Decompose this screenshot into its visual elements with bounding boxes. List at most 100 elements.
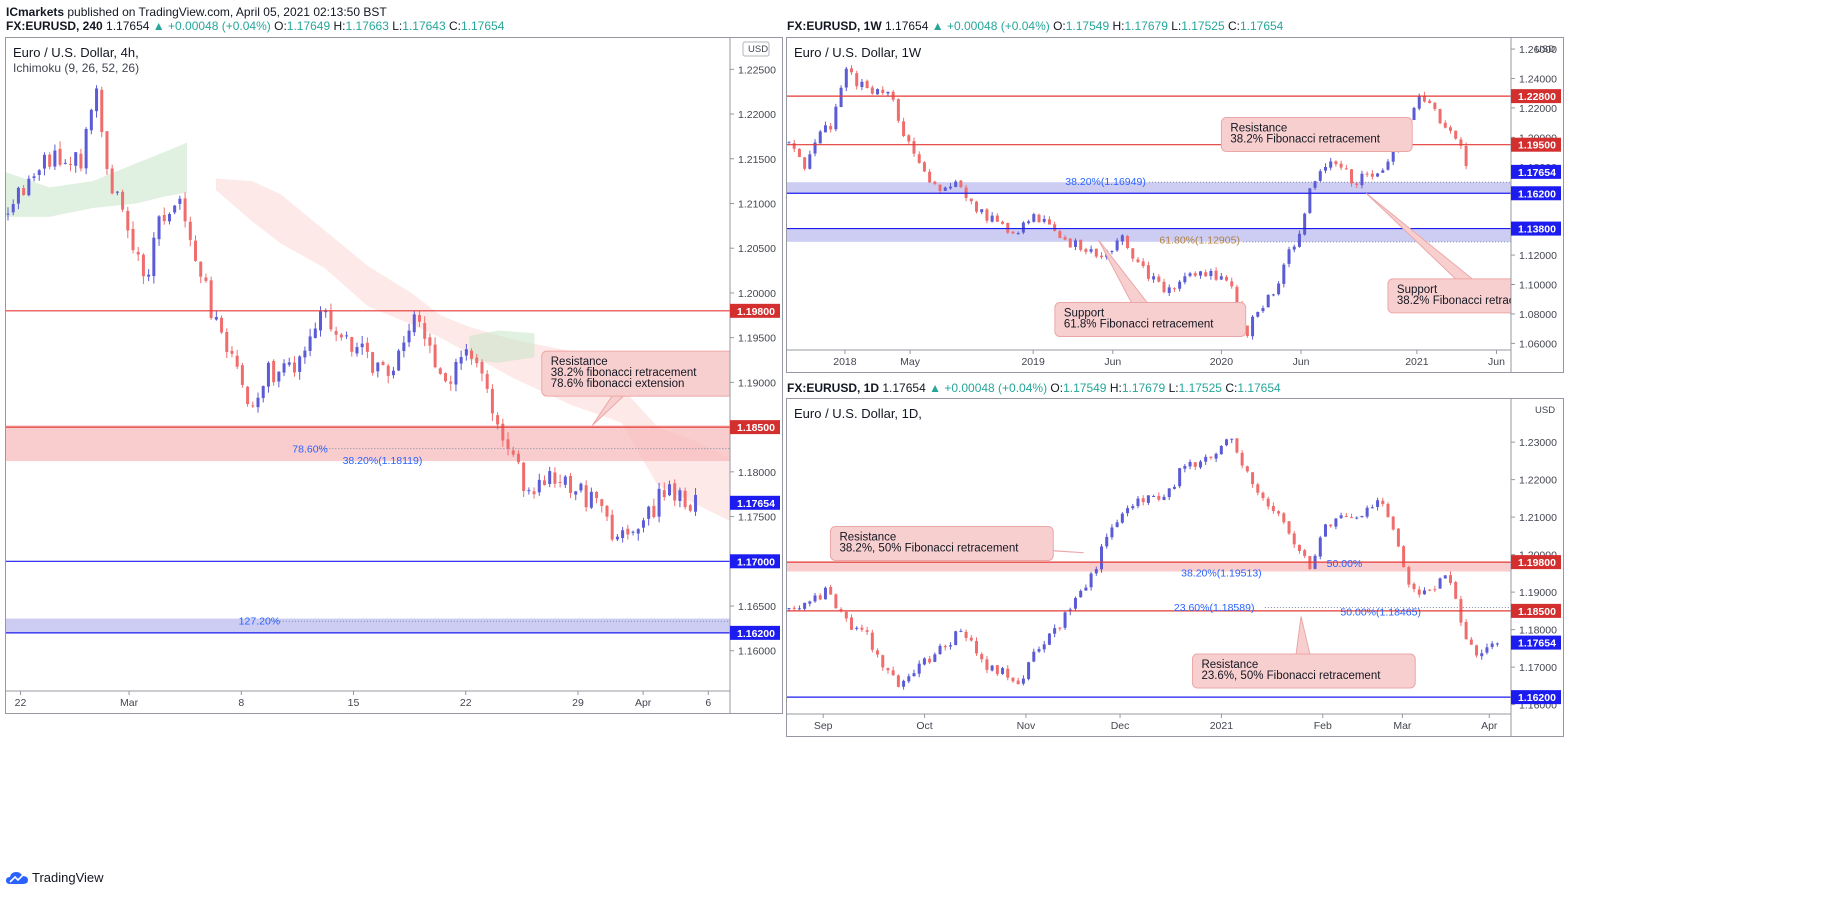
candle-body — [1277, 511, 1281, 514]
w1-l: 1.17525 — [1181, 19, 1225, 33]
candle-body — [1297, 544, 1301, 551]
candle-body — [339, 334, 343, 338]
callout-box — [1220, 116, 1413, 152]
candle-body — [969, 198, 973, 202]
x-tick-label: Jun — [1104, 356, 1121, 368]
candle-body — [1376, 500, 1380, 507]
candle-body — [542, 480, 546, 485]
candle-body — [490, 388, 494, 414]
h4-chart-svg[interactable]: 78.60% 38.20%(1.18119) 127.20% Resistance38… — [6, 38, 782, 713]
candle-body — [980, 209, 984, 213]
candle-body — [860, 627, 864, 630]
candle-body — [1261, 492, 1265, 499]
callout-box — [541, 350, 730, 397]
candle-body — [917, 663, 921, 674]
candle-body — [865, 630, 869, 632]
price-label-box — [730, 303, 780, 318]
h4-h-label: H: — [333, 19, 346, 33]
candle-body — [948, 186, 952, 189]
x-tick-label: 8 — [238, 697, 244, 709]
fib-label: 50.00% — [1327, 558, 1363, 570]
candle-body — [1251, 472, 1255, 485]
candle-body — [902, 121, 906, 137]
candle-body — [1042, 644, 1046, 650]
candle-body — [1297, 233, 1301, 247]
price-label-box — [1511, 137, 1561, 152]
candle-body — [506, 439, 510, 449]
x-tick-label: 2018 — [833, 356, 857, 368]
candle-body — [1063, 237, 1067, 240]
h4-h: 1.17663 — [345, 19, 389, 33]
candle-body — [1183, 276, 1187, 283]
candle-body — [667, 484, 671, 496]
candle-body — [1172, 486, 1176, 489]
candle-body — [1152, 496, 1156, 498]
d1-o: 1.17549 — [1063, 381, 1107, 395]
candle-body — [1162, 281, 1166, 293]
candle-body — [1344, 515, 1348, 517]
candle-body — [912, 673, 916, 677]
d1-chart-svg[interactable]: 38.20%(1.19513) 50.00% 23.60%(1.18589) 50.0… — [787, 399, 1563, 736]
w1-chart-svg[interactable]: 38.20%(1.19530)38.20%(1.16949)61.80%(1.1… — [787, 38, 1563, 372]
candle-body — [1391, 151, 1395, 162]
plot-area: 38.20%(1.19513) 50.00% 23.60%(1.18589) 50.0… — [787, 437, 1511, 698]
candle-body — [1318, 171, 1322, 181]
candle-body — [839, 609, 843, 611]
candle-body — [511, 450, 515, 455]
candle-body — [1089, 249, 1093, 252]
candle-body — [32, 176, 36, 178]
candle-body — [813, 142, 817, 154]
candle-body — [58, 148, 62, 165]
candle-body — [282, 363, 286, 373]
candle-body — [797, 148, 801, 157]
candle-body — [1323, 166, 1327, 171]
candle-body — [79, 153, 83, 169]
candle-body — [985, 659, 989, 670]
candle-body — [876, 650, 880, 655]
h4-chart-panel[interactable]: 78.60% 38.20%(1.18119) 127.20% Resistance 38… — [5, 37, 783, 714]
candle-body — [100, 89, 104, 133]
ichimoku-cloud-green — [469, 330, 535, 363]
candle-body — [1073, 240, 1077, 247]
x-tick-label: Oct — [916, 720, 932, 732]
candle-body — [147, 274, 151, 277]
candle-body — [1037, 649, 1041, 652]
candle-body — [1183, 465, 1187, 469]
h4-symbol-line: FX:EURUSD, 240 1.17654 ▲ +0.00048 (+0.04… — [6, 19, 504, 33]
d1-l: 1.17525 — [1178, 381, 1222, 395]
candle-body — [1386, 161, 1390, 170]
candle-body — [1001, 668, 1005, 674]
candle-body — [1027, 662, 1031, 680]
candle-body — [1225, 276, 1229, 281]
candle-body — [1438, 578, 1442, 589]
candle-body — [1412, 583, 1416, 589]
price-label-text: 1.22800 — [1518, 91, 1556, 103]
candle-body — [922, 162, 926, 172]
candle-body — [995, 215, 999, 222]
candle-body — [933, 181, 937, 184]
tradingview-logo[interactable]: TradingView — [6, 870, 104, 885]
up-arrow-icon: ▲ — [929, 381, 941, 395]
w1-chart-panel[interactable]: 38.20%(1.19530)38.20%(1.16949)61.80%(1.1… — [786, 37, 1564, 373]
candle-body — [797, 608, 801, 610]
d1-symbol: FX:EURUSD, 1D — [787, 381, 880, 395]
candle-body — [470, 350, 474, 359]
last-price-box — [1511, 164, 1561, 179]
candle-body — [225, 331, 229, 353]
candle-body — [1131, 248, 1135, 259]
candle-body — [1230, 438, 1234, 440]
y-tick-label: 1.06000 — [1519, 338, 1557, 350]
candle-body — [162, 214, 166, 222]
candle-body — [1495, 643, 1499, 645]
candle-body — [1433, 589, 1437, 591]
candle-body — [1381, 500, 1385, 504]
x-tick-label: 15 — [348, 697, 360, 709]
callout-text: 78.6% fibonacci extension — [551, 378, 685, 390]
candle-body — [214, 317, 218, 320]
candle-body — [496, 415, 500, 425]
candle-body — [1157, 495, 1161, 500]
d1-h-label: H: — [1109, 381, 1122, 395]
d1-chart-panel[interactable]: 38.20%(1.19513) 50.00% 23.60%(1.18589) 50.0… — [786, 398, 1564, 737]
price-label-box — [730, 420, 780, 435]
candle-body — [157, 216, 161, 240]
